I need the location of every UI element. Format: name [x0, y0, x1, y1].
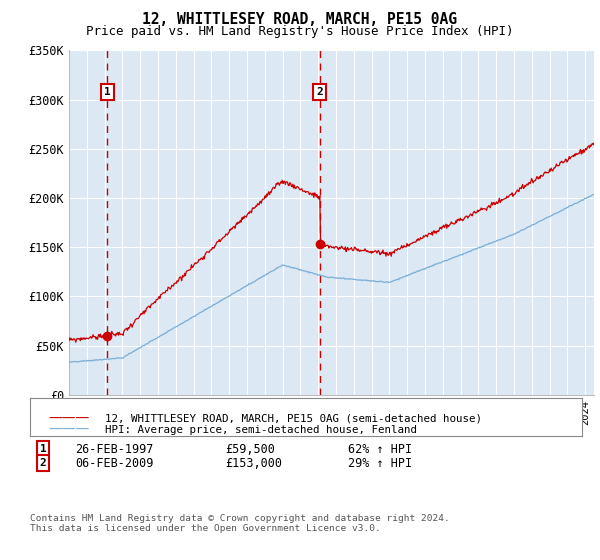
Text: ———: ———	[48, 412, 89, 426]
Text: ———: ———	[48, 422, 89, 437]
Text: 26-FEB-1997: 26-FEB-1997	[75, 442, 154, 456]
Text: 1: 1	[104, 87, 110, 97]
Text: 2: 2	[40, 458, 47, 468]
Text: 2: 2	[317, 87, 323, 97]
Text: 1: 1	[40, 444, 47, 454]
Text: £153,000: £153,000	[225, 456, 282, 470]
Text: £59,500: £59,500	[225, 442, 275, 456]
Text: 12, WHITTLESEY ROAD, MARCH, PE15 0AG: 12, WHITTLESEY ROAD, MARCH, PE15 0AG	[143, 12, 458, 27]
Text: 06-FEB-2009: 06-FEB-2009	[75, 456, 154, 470]
Text: Contains HM Land Registry data © Crown copyright and database right 2024.
This d: Contains HM Land Registry data © Crown c…	[30, 514, 450, 533]
Text: HPI: Average price, semi-detached house, Fenland: HPI: Average price, semi-detached house,…	[105, 424, 417, 435]
Text: Price paid vs. HM Land Registry's House Price Index (HPI): Price paid vs. HM Land Registry's House …	[86, 25, 514, 38]
Text: 62% ↑ HPI: 62% ↑ HPI	[348, 442, 412, 456]
Text: 12, WHITTLESEY ROAD, MARCH, PE15 0AG (semi-detached house): 12, WHITTLESEY ROAD, MARCH, PE15 0AG (se…	[105, 414, 482, 424]
Text: 29% ↑ HPI: 29% ↑ HPI	[348, 456, 412, 470]
